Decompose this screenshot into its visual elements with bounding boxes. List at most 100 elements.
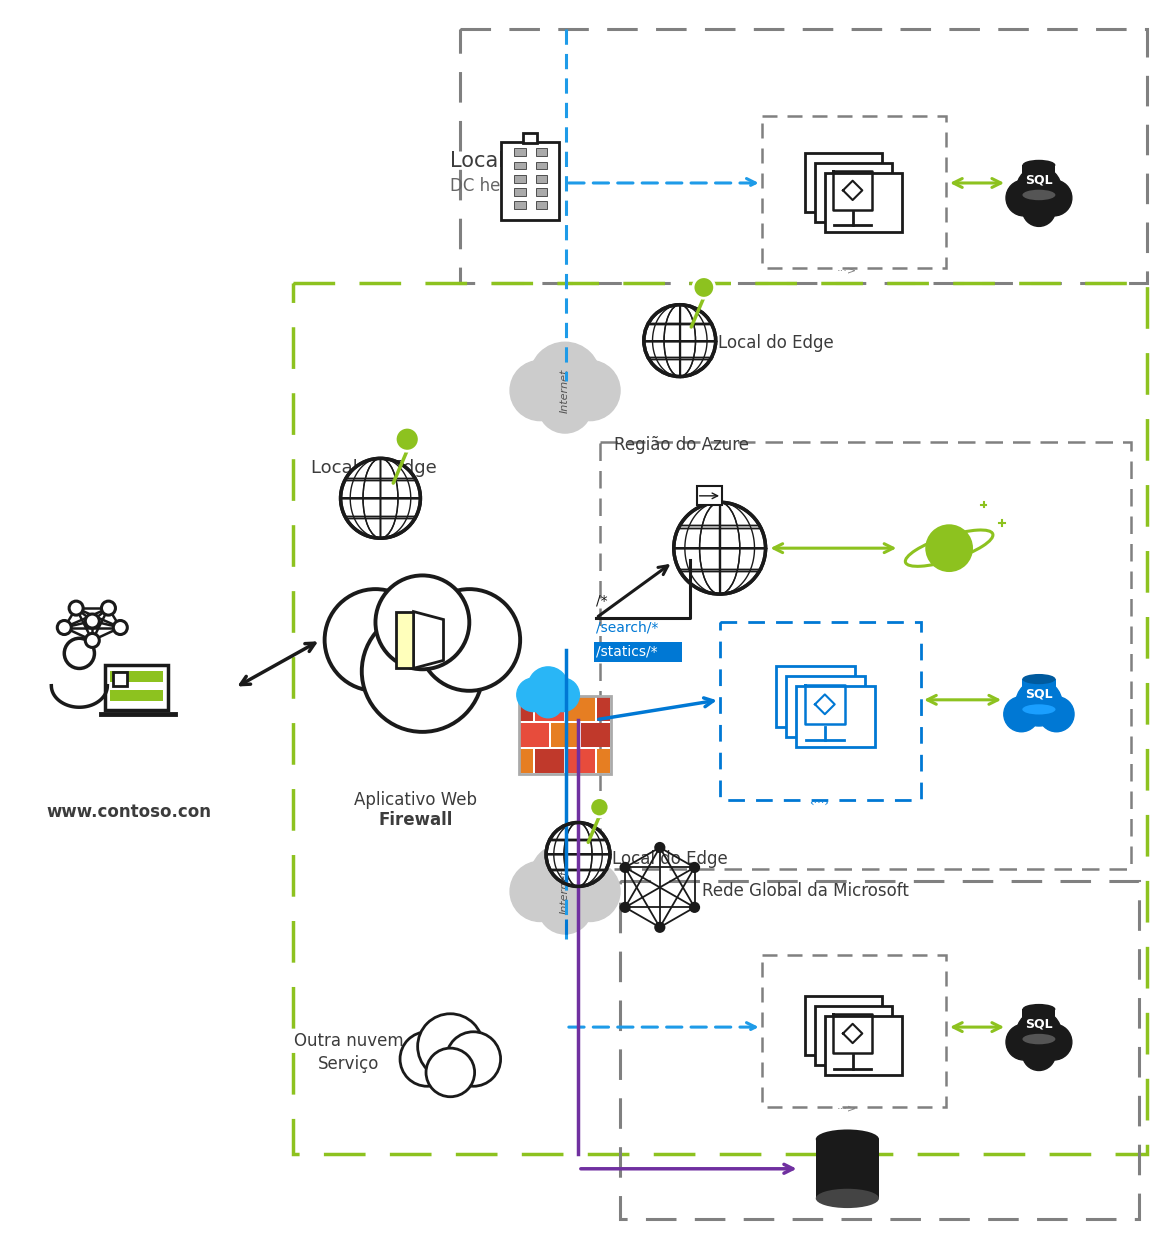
Polygon shape [414,612,443,669]
Circle shape [620,861,631,873]
Ellipse shape [816,1130,879,1149]
Circle shape [538,880,592,933]
FancyBboxPatch shape [536,148,547,157]
FancyBboxPatch shape [1022,165,1055,195]
FancyBboxPatch shape [396,612,414,669]
Text: Firewall: Firewall [379,810,452,829]
FancyBboxPatch shape [515,162,525,169]
FancyBboxPatch shape [520,748,533,773]
Circle shape [546,679,579,711]
Text: ···>: ···> [837,266,857,276]
Circle shape [693,277,715,298]
Circle shape [517,679,551,711]
FancyBboxPatch shape [515,175,525,183]
Text: DC herdado: DC herdado [450,177,548,195]
Text: Local: Local [450,152,504,172]
Text: SQL: SQL [1026,174,1052,186]
Text: Local do Edge: Local do Edge [612,850,728,869]
Text: /search/*: /search/* [597,622,659,635]
Circle shape [86,614,100,628]
Circle shape [620,901,631,912]
FancyBboxPatch shape [796,686,875,747]
Circle shape [86,634,100,648]
Text: ‹···›: ‹···› [810,798,830,808]
Circle shape [400,1032,455,1086]
Ellipse shape [1022,705,1056,715]
Circle shape [654,842,666,853]
Circle shape [533,689,563,717]
Circle shape [530,342,600,413]
Text: Internet: Internet [560,368,570,413]
Circle shape [447,1032,500,1086]
FancyBboxPatch shape [566,697,594,721]
Text: ···>: ···> [837,1104,857,1114]
Circle shape [69,602,83,615]
Ellipse shape [816,1188,879,1208]
Circle shape [674,502,765,594]
Text: Rede Global da Microsoft: Rede Global da Microsoft [702,883,908,900]
FancyBboxPatch shape [502,142,559,220]
FancyBboxPatch shape [816,1139,879,1198]
FancyBboxPatch shape [515,201,525,209]
Circle shape [114,620,128,634]
Circle shape [538,379,592,433]
Circle shape [375,576,469,669]
FancyBboxPatch shape [581,722,609,747]
Text: SQL: SQL [1026,1018,1052,1030]
Ellipse shape [1022,674,1056,684]
Circle shape [64,639,95,669]
Circle shape [510,861,571,921]
FancyBboxPatch shape [536,748,564,773]
Text: /: / [502,152,509,172]
FancyBboxPatch shape [696,486,722,506]
Text: Serviço: Serviço [318,1055,380,1073]
Circle shape [395,428,420,451]
Ellipse shape [1022,1034,1055,1044]
Circle shape [341,459,421,538]
Circle shape [1016,1011,1062,1055]
FancyBboxPatch shape [825,1016,902,1075]
FancyBboxPatch shape [805,153,883,213]
Circle shape [1022,194,1055,226]
Circle shape [1006,180,1042,216]
Text: Local do Edge: Local do Edge [717,333,833,352]
FancyBboxPatch shape [816,1006,892,1065]
Circle shape [510,360,571,420]
Text: Região do Azure: Região do Azure [614,436,749,455]
Circle shape [925,525,973,572]
Circle shape [560,360,620,420]
FancyBboxPatch shape [825,173,902,232]
FancyBboxPatch shape [520,697,533,721]
Circle shape [590,798,609,817]
FancyBboxPatch shape [105,665,168,711]
Circle shape [689,861,700,873]
Circle shape [1003,696,1038,732]
Circle shape [57,620,71,634]
FancyBboxPatch shape [597,697,609,721]
Circle shape [425,1048,475,1096]
FancyBboxPatch shape [597,748,609,773]
Circle shape [1038,696,1074,732]
Text: /statics/*: /statics/* [597,645,657,659]
Circle shape [417,1014,483,1079]
FancyBboxPatch shape [805,996,883,1055]
FancyBboxPatch shape [566,748,594,773]
Text: Outra nuvem: Outra nuvem [294,1032,403,1050]
Text: www.contoso.con: www.contoso.con [47,803,212,820]
Circle shape [689,901,700,912]
FancyBboxPatch shape [520,722,548,747]
Text: Internet: Internet [560,869,570,914]
FancyBboxPatch shape [536,188,547,196]
Circle shape [1016,167,1062,211]
FancyBboxPatch shape [786,676,865,737]
Ellipse shape [1022,1004,1055,1014]
FancyBboxPatch shape [515,188,525,196]
FancyBboxPatch shape [536,201,547,209]
Circle shape [1016,680,1062,726]
FancyBboxPatch shape [776,666,856,727]
Circle shape [102,602,116,615]
Circle shape [362,610,483,732]
Circle shape [1022,1038,1055,1070]
FancyBboxPatch shape [551,722,579,747]
Circle shape [546,823,609,886]
